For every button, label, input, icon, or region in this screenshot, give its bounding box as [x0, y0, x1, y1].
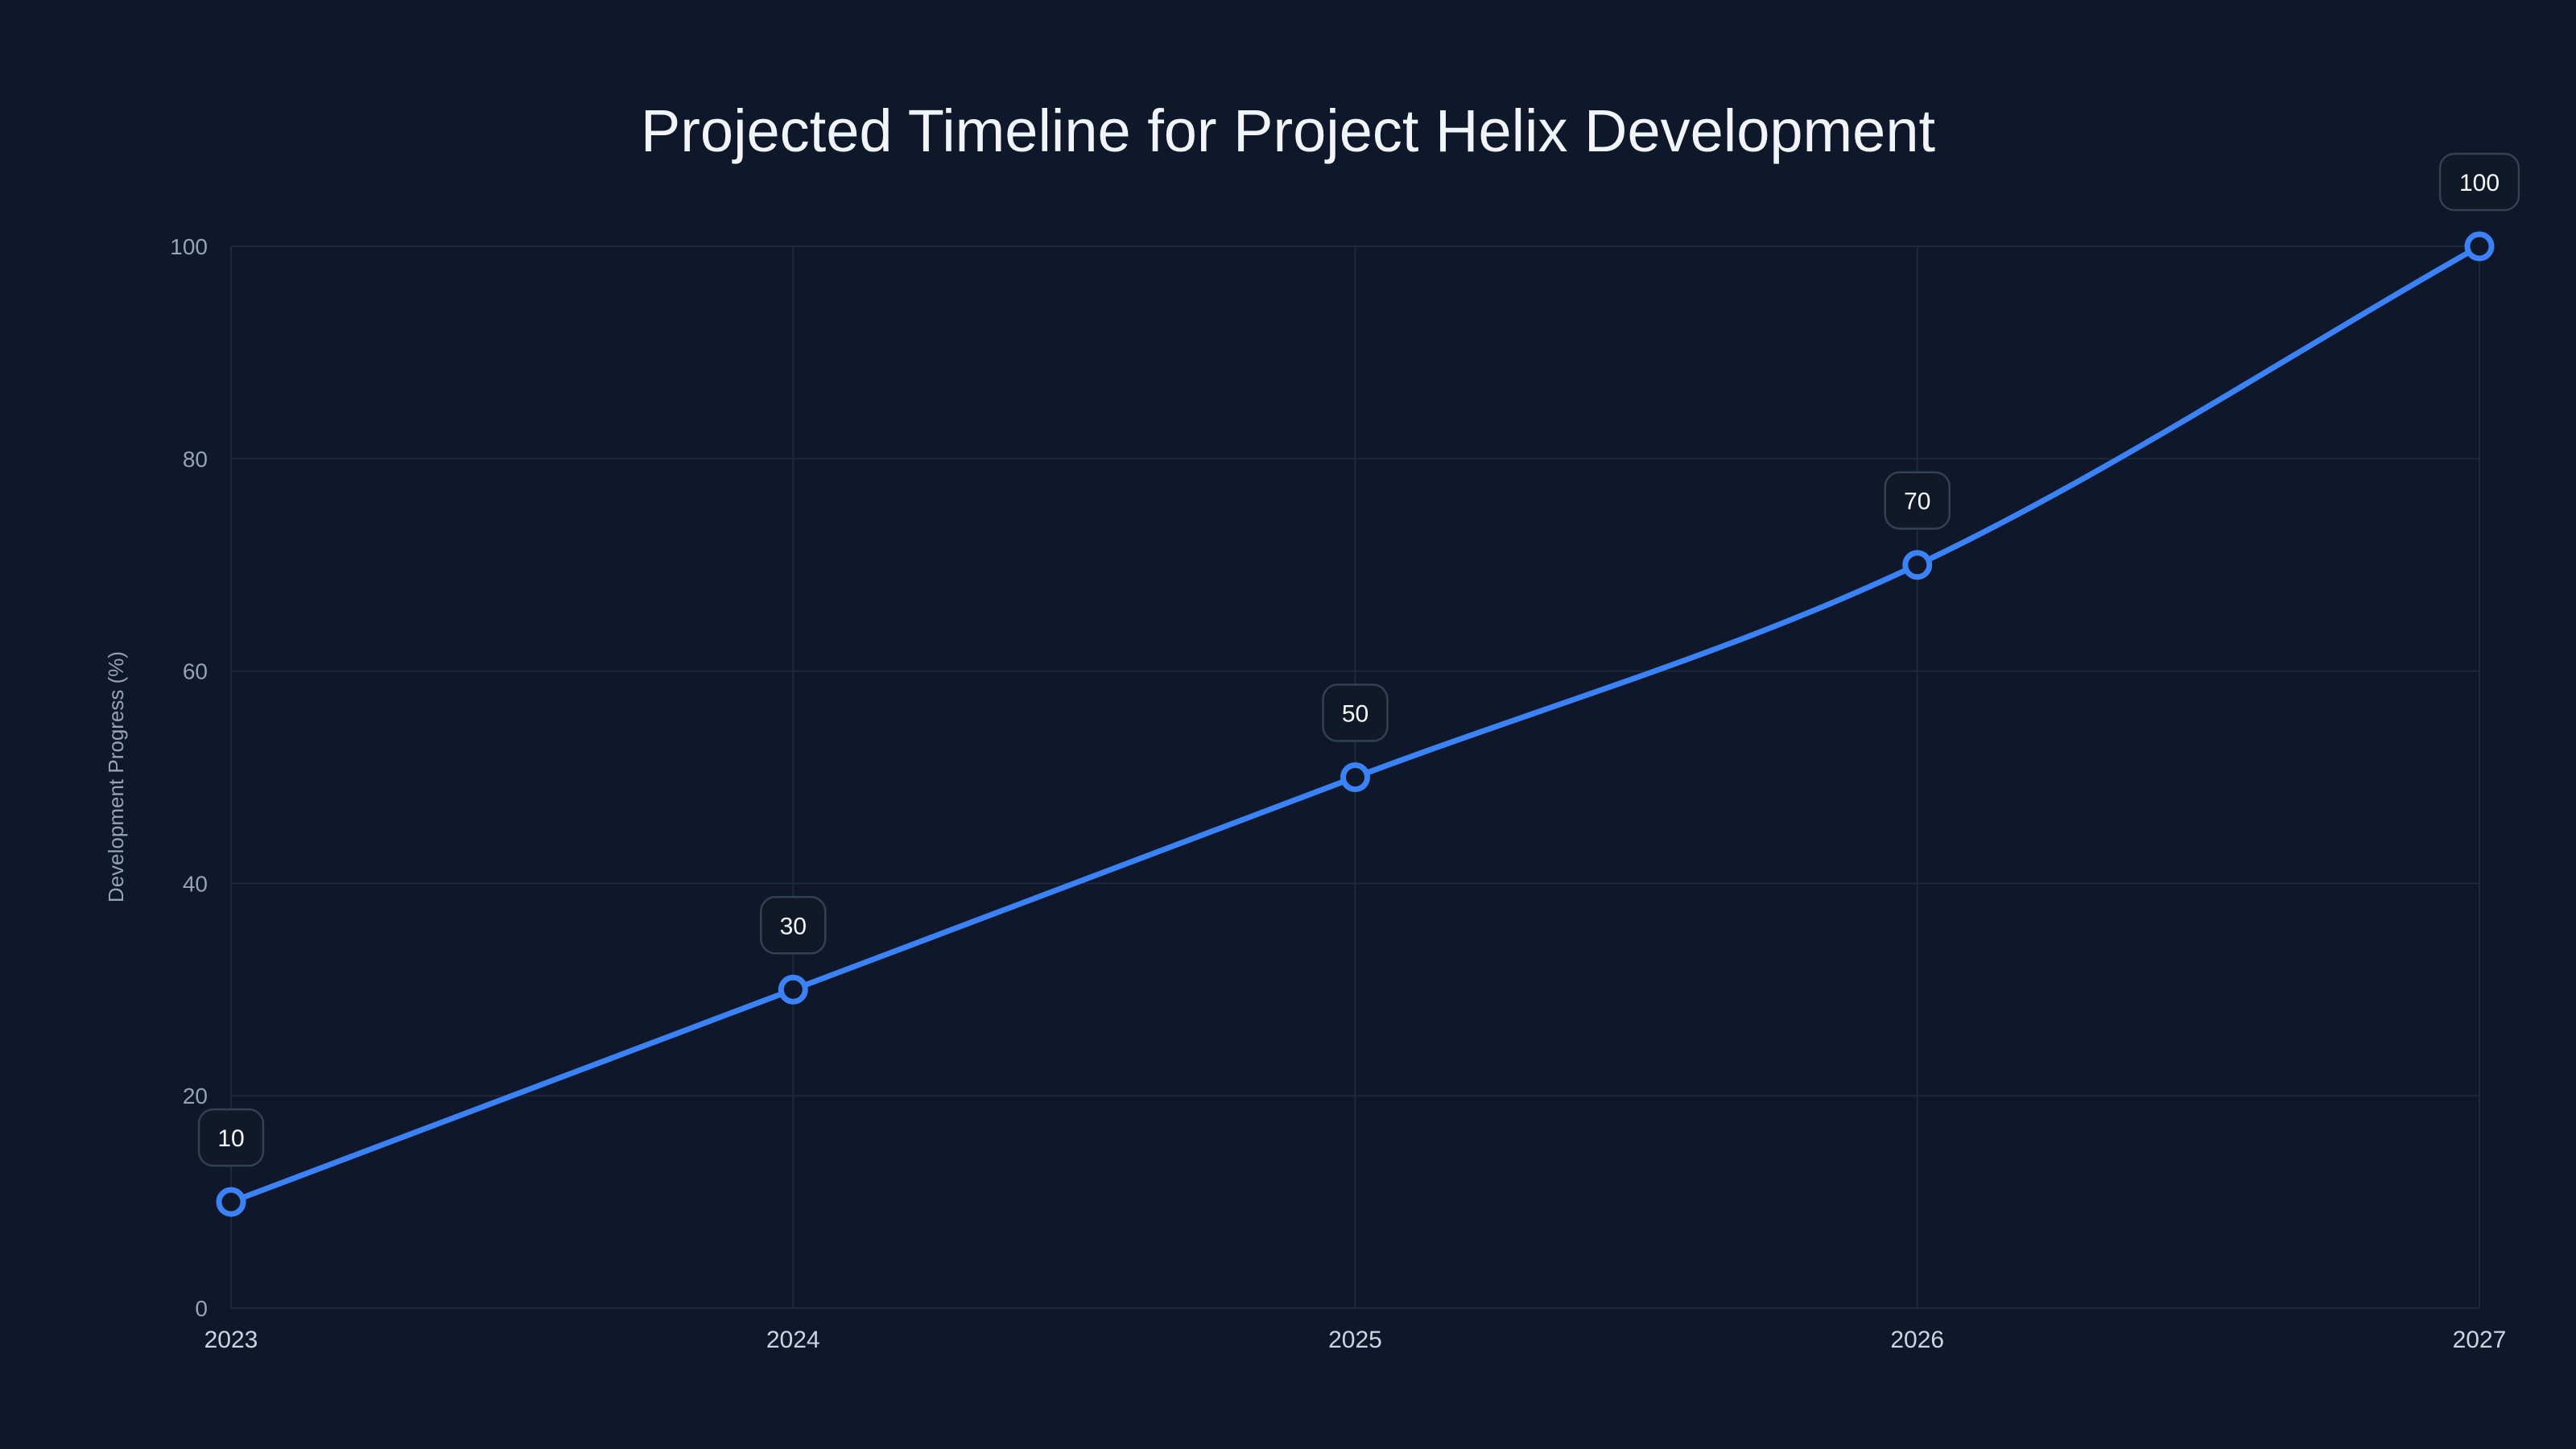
y-axis-title: Development Progress (%): [104, 651, 128, 902]
data-label-text: 30: [780, 913, 807, 939]
data-label-box: [1884, 471, 1951, 530]
gridlines: [230, 246, 2480, 1309]
data-point-marker: [1340, 762, 1370, 792]
x-tick-label: 2027: [2453, 1327, 2507, 1353]
y-axis-ticks: 0 20 40 60 80 100: [170, 234, 208, 1321]
y-tick-label: 80: [183, 447, 208, 472]
data-label-text: 50: [1342, 701, 1368, 728]
data-label-box: [197, 1108, 265, 1167]
data-label-text: 100: [2459, 170, 2500, 196]
x-axis-ticks: 2023 2024 2025 2026 2027: [204, 1327, 2507, 1353]
data-point-marker: [216, 1187, 246, 1217]
data-label-box: [760, 896, 827, 955]
data-label-text: 10: [217, 1125, 244, 1152]
y-tick-label: 0: [195, 1296, 208, 1321]
data-label-box: [1322, 683, 1389, 742]
data-label: 10: [197, 1108, 265, 1167]
y-tick-label: 100: [170, 234, 208, 259]
data-label: 100: [2438, 152, 2520, 212]
data-markers: [216, 231, 2495, 1217]
data-label: 30: [760, 896, 827, 955]
x-tick-label: 2025: [1328, 1327, 1382, 1353]
data-label: 50: [1322, 683, 1389, 742]
y-tick-label: 40: [183, 871, 208, 896]
data-label-text: 70: [1904, 489, 1930, 515]
y-tick-label: 60: [183, 659, 208, 684]
data-point-marker: [1902, 550, 1933, 580]
data-label-box: [2438, 152, 2520, 212]
x-tick-label: 2023: [204, 1327, 258, 1353]
data-labels: 10 30 50 70 100: [197, 152, 2520, 1167]
x-tick-label: 2024: [766, 1327, 820, 1353]
data-point-marker: [778, 974, 808, 1005]
x-tick-label: 2026: [1890, 1327, 1944, 1353]
chart-title: Projected Timeline for Project Helix Dev…: [641, 97, 1936, 164]
data-point-marker: [2464, 231, 2495, 262]
y-tick-label: 20: [183, 1084, 208, 1108]
data-label: 70: [1884, 471, 1951, 530]
